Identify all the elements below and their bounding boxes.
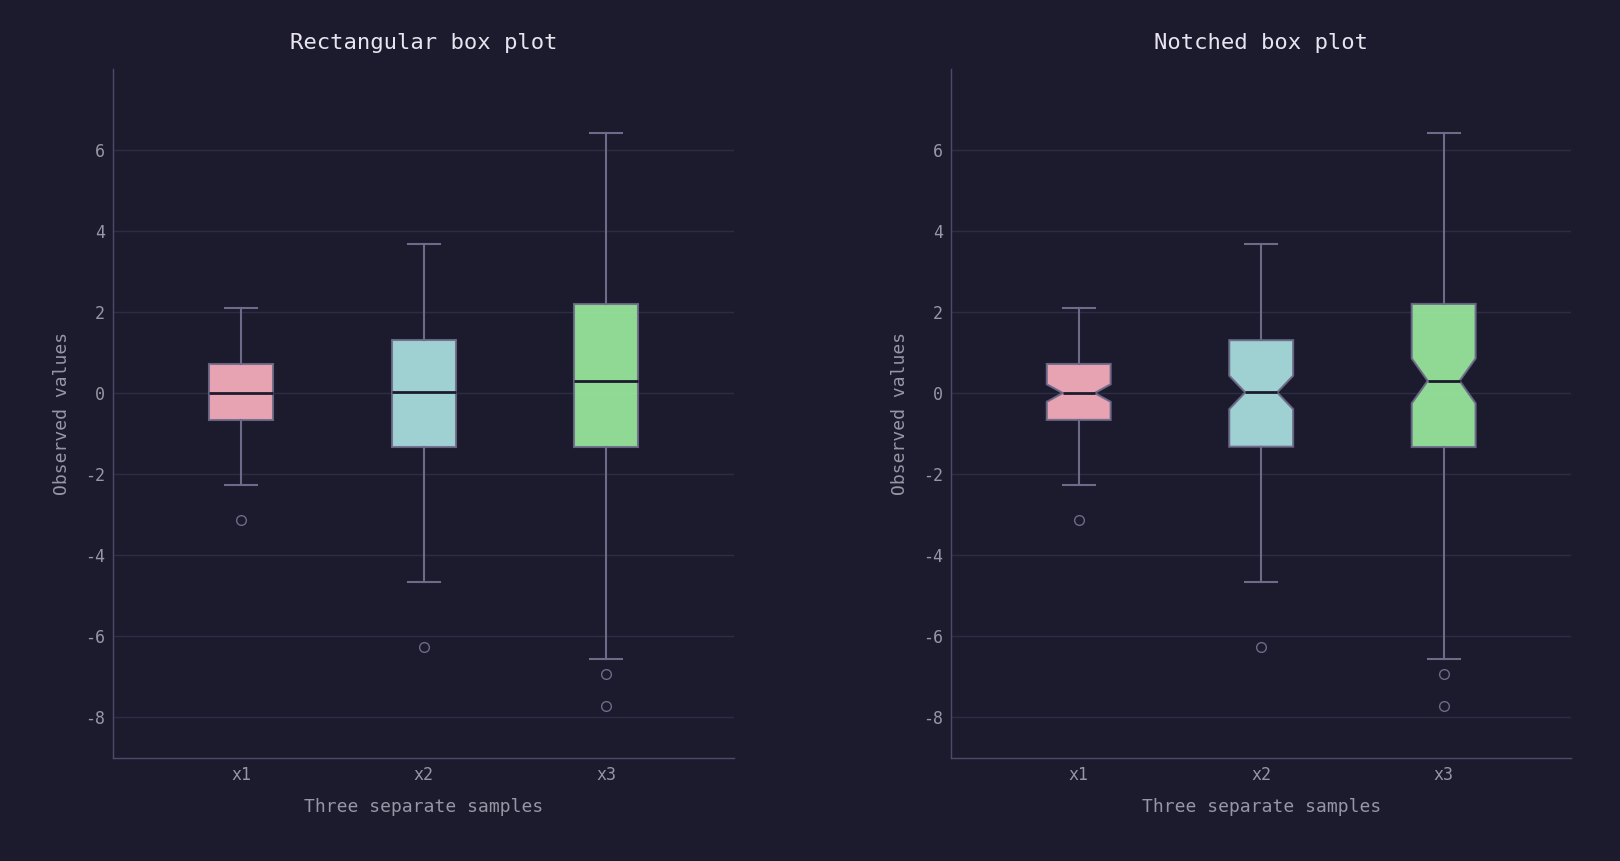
PathPatch shape: [209, 364, 274, 420]
PathPatch shape: [1411, 304, 1476, 447]
Title: Rectangular box plot: Rectangular box plot: [290, 34, 557, 53]
PathPatch shape: [573, 304, 638, 447]
X-axis label: Three separate samples: Three separate samples: [1142, 798, 1380, 816]
X-axis label: Three separate samples: Three separate samples: [305, 798, 543, 816]
Y-axis label: Observed values: Observed values: [53, 331, 71, 495]
Y-axis label: Observed values: Observed values: [891, 331, 909, 495]
PathPatch shape: [392, 340, 455, 447]
Title: Notched box plot: Notched box plot: [1153, 34, 1369, 53]
PathPatch shape: [1047, 364, 1111, 420]
PathPatch shape: [1230, 340, 1293, 447]
